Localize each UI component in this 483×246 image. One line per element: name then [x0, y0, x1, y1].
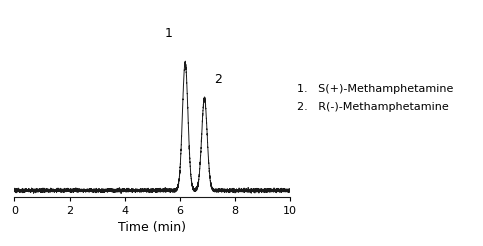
Text: 1.   S(+)-Methamphetamine
2.   R(-)-Methamphetamine: 1. S(+)-Methamphetamine 2. R(-)-Methamph… [297, 84, 454, 112]
Text: 2: 2 [214, 73, 222, 86]
Text: 1: 1 [165, 27, 172, 40]
X-axis label: Time (min): Time (min) [118, 221, 186, 234]
